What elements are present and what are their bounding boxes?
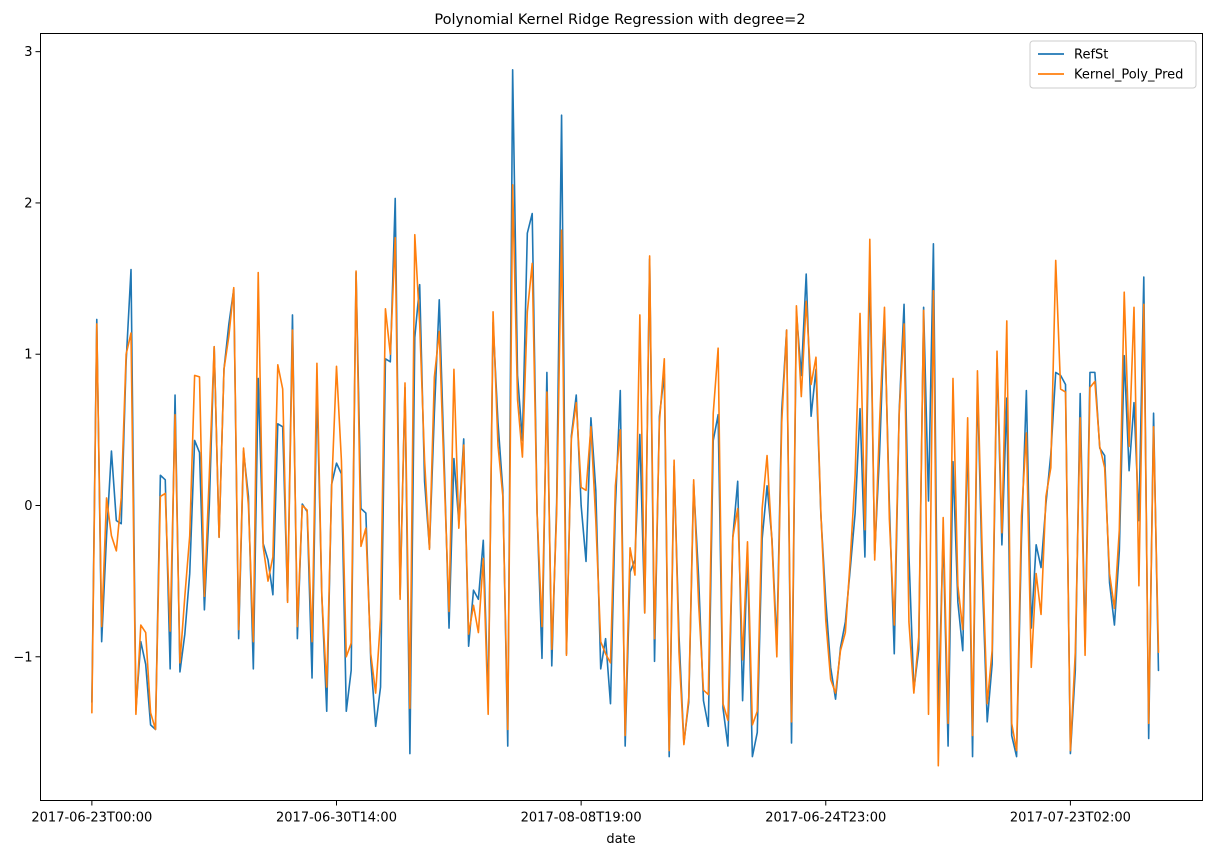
- y-tick-label: 0: [24, 499, 32, 514]
- y-tick-label: 1: [24, 348, 32, 363]
- series-line-kernel-poly-pred: [91, 183, 1160, 767]
- y-tick-label: 3: [24, 45, 32, 60]
- x-tick-label: 2017-06-24T23:00: [765, 811, 886, 826]
- y-axis: −1 0 1 2 3: [13, 45, 41, 665]
- y-tick-label: 2: [24, 196, 32, 211]
- x-tick-label: 2017-08-08T19:00: [521, 811, 642, 826]
- legend-box: [1029, 40, 1197, 89]
- x-tick-label: 2017-06-23T00:00: [31, 811, 152, 826]
- x-tick-label: 2017-07-23T02:00: [1010, 811, 1131, 826]
- plot-area: [40, 33, 1203, 801]
- x-axis: 2017-06-23T00:00 2017-06-30T14:00 2017-08-…: [31, 800, 1131, 826]
- x-axis-label: date: [606, 832, 635, 847]
- x-tick-label: 2017-06-30T14:00: [276, 811, 397, 826]
- legend: RefSt Kernel_Poly_Pred: [1029, 40, 1197, 89]
- legend-label: RefSt: [1074, 48, 1108, 63]
- series-group: [91, 69, 1160, 767]
- chart-title: Polynomial Kernel Ridge Regression with …: [434, 12, 805, 28]
- y-tick-label: −1: [13, 650, 32, 665]
- plot-frame: [40, 33, 1203, 801]
- legend-label: Kernel_Poly_Pred: [1074, 68, 1183, 83]
